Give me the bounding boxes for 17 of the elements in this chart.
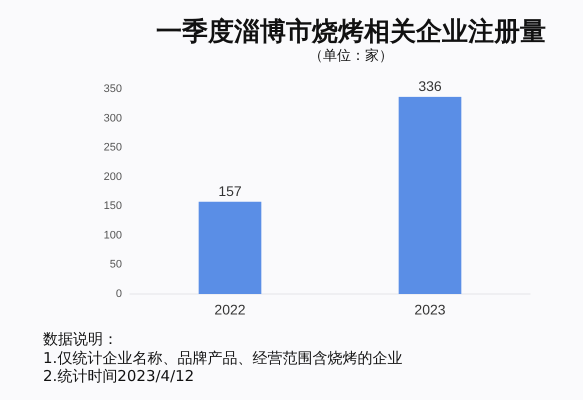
y-tick-label: 350 [104, 83, 122, 96]
y-tick-label: 100 [104, 229, 122, 242]
text: 1.仅统计企业名称、品牌产品、经营范围含烧烤的企业 [43, 348, 402, 368]
y-tick-label: 150 [104, 200, 122, 212]
y-tick-label: 50 [110, 258, 122, 271]
x-tick-label: 2022 [214, 301, 246, 318]
y-tick-label: 300 [104, 112, 122, 124]
y-tick-label: 200 [104, 170, 122, 183]
data-label: 336 [418, 78, 442, 94]
text: 2.统计时间2023/4/12 [43, 367, 194, 386]
chart-subtitle: （单位：家） [308, 47, 394, 65]
x-tick-label: 2023 [414, 301, 446, 318]
data-label: 157 [218, 182, 242, 199]
chart-title: 一季度淄博市烧烤相关企业注册量 [155, 16, 547, 48]
y-tick-label: 250 [104, 142, 122, 154]
y-tick-label: 0 [116, 288, 122, 300]
text: 数据说明： [43, 330, 118, 349]
